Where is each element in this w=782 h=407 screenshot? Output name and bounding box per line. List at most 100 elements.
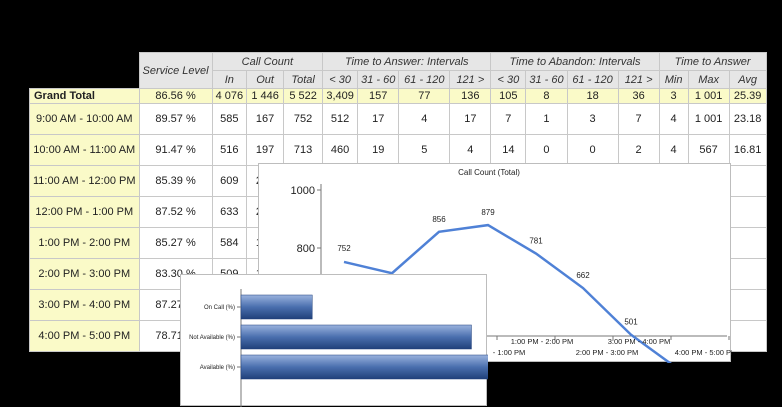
table-cell: 584 xyxy=(211,227,248,259)
table-group-header-row: Service Level Call Count Time to Answer:… xyxy=(29,52,767,89)
row-label: Grand Total xyxy=(29,88,140,104)
table-cell: 19 xyxy=(357,134,400,166)
time-to-answer-header: Time to Answer xyxy=(658,52,767,71)
table-cell xyxy=(728,227,767,259)
table-cell: 516 xyxy=(211,134,248,166)
y-tick-label: 800 xyxy=(297,243,315,255)
table-cell: 4 xyxy=(658,103,689,135)
data-label: 879 xyxy=(481,208,495,217)
table-cell: 36 xyxy=(617,88,660,104)
table-cell: 77 xyxy=(398,88,451,104)
table-cell: 3 xyxy=(566,103,619,135)
sub-header-13: Avg xyxy=(728,70,767,89)
table-cell: 1 001 xyxy=(687,103,730,135)
sub-header-4: 31 - 60 xyxy=(357,70,400,89)
row-label: 12:00 PM - 1:00 PM xyxy=(29,196,140,228)
sub-header-6: 121 > xyxy=(449,70,492,89)
data-label: 781 xyxy=(529,237,543,246)
table-row: 10:00 AM - 11:00 AM 91.47 % 516 197 713 460 19… xyxy=(29,134,767,166)
table-cell: 197 xyxy=(246,134,285,166)
table-cell: 633 xyxy=(211,196,248,228)
x-tick-label: 2:00 PM - 3:00 PM xyxy=(576,348,639,357)
bar-label: Not Available (%) xyxy=(189,335,235,341)
table-cell: 4 xyxy=(449,134,492,166)
table-cell: 3 xyxy=(658,88,689,104)
table-cell xyxy=(728,258,767,290)
table-cell: 16.81 xyxy=(728,134,767,166)
table-row: 9:00 AM - 10:00 AM 89.57 % 585 167 752 512 17 4… xyxy=(29,103,767,135)
service-level-header: Service Level xyxy=(138,52,213,89)
table-cell: 460 xyxy=(322,134,359,166)
series-line xyxy=(343,223,672,363)
table-cell: 713 xyxy=(283,134,324,166)
sub-header-9: 61 - 120 xyxy=(566,70,619,89)
table-cell: 1 446 xyxy=(246,88,285,104)
line-chart-canvas: Call Count (Total)1000800600400752713856… xyxy=(291,168,732,363)
sub-header-2: Total xyxy=(283,70,324,89)
table-cell: 25.39 xyxy=(728,88,767,104)
y-tick-label: 1000 xyxy=(291,185,315,197)
table-row: Grand Total 86.56 % 4 076 1 446 5 522 3,409 15… xyxy=(29,88,767,104)
bar-label: Available (%) xyxy=(200,365,235,371)
bar-chart-canvas: On Call (%) Not Available (%) Available (%… xyxy=(189,289,488,407)
table-cell: 86.56 % xyxy=(138,88,213,104)
table-cell: 14 xyxy=(490,134,527,166)
table-cell: 752 xyxy=(283,103,324,135)
table-cell xyxy=(728,165,767,197)
table-cell: 7 xyxy=(617,103,660,135)
data-label: 856 xyxy=(432,215,446,224)
bar-label: On Call (%) xyxy=(204,305,235,311)
sub-header-3: < 30 xyxy=(322,70,359,89)
row-label: 1:00 PM - 2:00 PM xyxy=(29,227,140,259)
sub-header-12: Max xyxy=(687,70,730,89)
status-bar-chart: On Call (%) Not Available (%) Available (%… xyxy=(180,274,488,407)
row-label: 4:00 PM - 5:00 PM xyxy=(29,320,140,352)
answer-intervals-header: Time to Answer: Intervals xyxy=(322,52,492,71)
table-cell: 91.47 % xyxy=(138,134,213,166)
data-label: 752 xyxy=(337,244,351,253)
row-label: 3:00 PM - 4:00 PM xyxy=(29,289,140,321)
table-cell: 4 xyxy=(398,103,451,135)
table-cell: 89.57 % xyxy=(138,103,213,135)
x-tick-label: - 1:00 PM xyxy=(493,348,526,357)
table-cell: 567 xyxy=(687,134,730,166)
x-tick-label: 4:00 PM - 5:00 PM xyxy=(675,348,732,357)
table-cell: 585 xyxy=(211,103,248,135)
table-cell: 157 xyxy=(357,88,400,104)
sub-header-11: Min xyxy=(658,70,689,89)
table-cell: 18 xyxy=(566,88,619,104)
table-cell xyxy=(728,196,767,228)
table-cell: 85.39 % xyxy=(138,165,213,197)
bar xyxy=(240,324,472,350)
table-cell: 17 xyxy=(357,103,400,135)
table-cell: 3,409 xyxy=(322,88,359,104)
row-label: 9:00 AM - 10:00 AM xyxy=(29,103,140,135)
table-cell: 23.18 xyxy=(728,103,767,135)
table-cell: 17 xyxy=(449,103,492,135)
sub-header-7: < 30 xyxy=(490,70,527,89)
x-tick-label: 3:00 PM - 4:00 PM xyxy=(608,337,671,346)
chart-title: Call Count (Total) xyxy=(458,168,520,177)
table-sub-header-row: In Out Total < 30 31 - 60 61 - 120 121 > < 30 31… xyxy=(29,70,767,89)
row-label: 2:00 PM - 3:00 PM xyxy=(29,258,140,290)
sub-header-10: 121 > xyxy=(617,70,660,89)
row-label: 10:00 AM - 11:00 AM xyxy=(29,134,140,166)
table-corner-2 xyxy=(29,70,140,89)
table-cell: 5 xyxy=(398,134,451,166)
data-label: 501 xyxy=(624,318,638,327)
table-cell: 8 xyxy=(525,88,568,104)
table-cell: 512 xyxy=(322,103,359,135)
abandon-intervals-header: Time to Abandon: Intervals xyxy=(490,52,660,71)
table-cell: 2 xyxy=(617,134,660,166)
sub-header-8: 31 - 60 xyxy=(525,70,568,89)
table-cell: 136 xyxy=(449,88,492,104)
table-cell: 5 522 xyxy=(283,88,324,104)
data-label: 662 xyxy=(576,271,590,280)
table-cell: 0 xyxy=(566,134,619,166)
table-cell: 105 xyxy=(490,88,527,104)
table-cell: 85.27 % xyxy=(138,227,213,259)
row-label: 11:00 AM - 12:00 PM xyxy=(29,165,140,197)
sub-header-1: Out xyxy=(246,70,285,89)
table-cell: 4 xyxy=(658,134,689,166)
x-tick-label: 1:00 PM - 2:00 PM xyxy=(511,337,574,346)
